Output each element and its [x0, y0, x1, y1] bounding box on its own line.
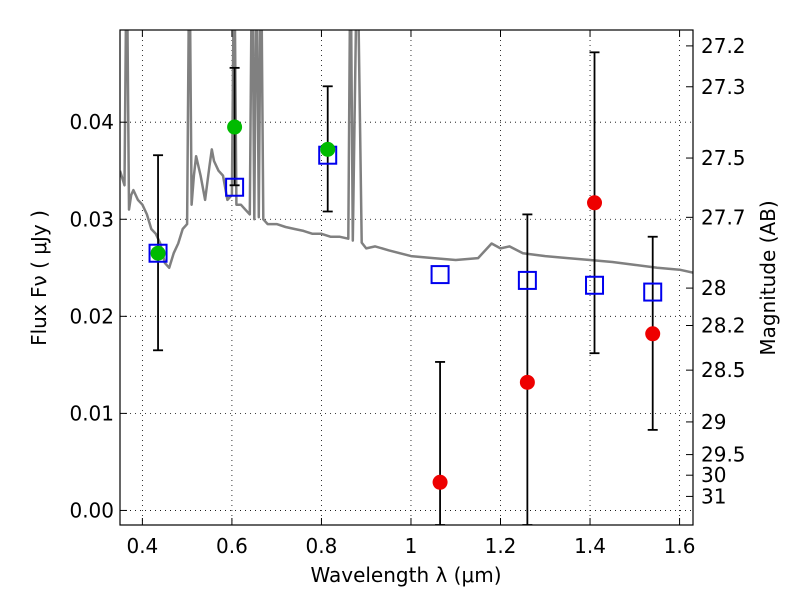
y-axis-right-label: Magnitude (AB) [756, 200, 780, 355]
mag-tick-label: 27.2 [701, 34, 746, 58]
y-tick-label: 0.00 [69, 498, 114, 522]
model-photometry-square [225, 177, 245, 197]
mag-tick-label: 27.3 [701, 75, 746, 99]
detection-point [320, 141, 336, 157]
x-tick-label: 0.6 [216, 534, 248, 558]
mag-tick-label: 27.7 [701, 205, 746, 229]
non-detection-point [432, 474, 448, 490]
x-tick-label: 1.6 [664, 534, 696, 558]
y-axis-label: Flux Fν ( μJy ) [27, 210, 51, 346]
mag-tick-label: 31 [701, 484, 726, 508]
y-tick-label: 0.02 [69, 304, 114, 328]
mag-tick-label: 28 [701, 276, 726, 300]
model-photometry-square [517, 270, 537, 290]
x-tick-label: 0.4 [126, 534, 158, 558]
model-photometry-square [148, 243, 168, 263]
x-axis-label: Wavelength λ (μm) [310, 563, 501, 587]
x-tick-label: 0.8 [306, 534, 338, 558]
x-tick-label: 1.2 [485, 534, 517, 558]
grid-layer [120, 30, 693, 525]
non-detection-point [519, 374, 535, 390]
plot-frame [119, 29, 694, 526]
plot-layer [120, 30, 693, 525]
y-tick-label: 0.03 [69, 207, 114, 231]
model-photometry-square [585, 275, 605, 295]
detection-point [227, 119, 243, 135]
x-tick-label: 1 [405, 534, 418, 558]
mag-tick-label: 29 [701, 410, 726, 434]
axis-layer: 0.4 0.6 0.8 1 1.2 1.4 1.6 0.00 0.01 0.02 0.03 0.04 2… [69, 30, 746, 558]
detection-point [150, 245, 166, 261]
model-photometry-square [643, 282, 663, 302]
mag-tick-label: 28.2 [701, 313, 746, 337]
x-tick-label: 1.4 [574, 534, 606, 558]
model-photometry-square [430, 265, 450, 285]
mag-tick-label: 30 [701, 463, 726, 487]
mag-tick-label: 28.5 [701, 358, 746, 382]
mag-tick-label: 27.5 [701, 146, 746, 170]
model-spectrum-line [120, 30, 693, 274]
y-tick-label: 0.01 [69, 401, 114, 425]
non-detection-point [587, 195, 603, 211]
y-tick-label: 0.04 [69, 110, 114, 134]
mag-tick-label: 29.5 [701, 443, 746, 467]
non-detection-point [645, 326, 661, 342]
